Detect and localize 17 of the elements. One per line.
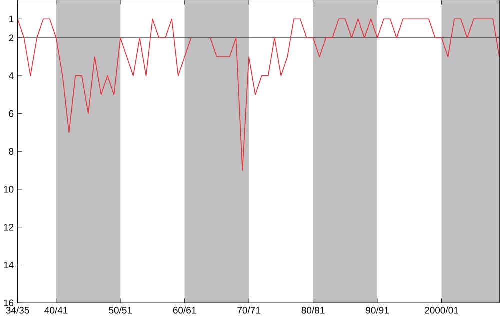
y-tick-label: 14 xyxy=(4,262,14,268)
y-tick-label: 6 xyxy=(9,110,14,118)
y-tick-label: 1 xyxy=(10,16,14,22)
y-tick-label: 2 xyxy=(9,34,14,42)
x-tick-label: 2000/01 xyxy=(425,306,458,314)
x-tick-label: 50/51 xyxy=(109,306,132,314)
y-tick-label: 10 xyxy=(4,186,14,193)
y-tick-label: 16 xyxy=(4,300,14,306)
x-tick-label: 80/81 xyxy=(302,306,325,314)
x-tick-label: 34/35 xyxy=(6,306,30,314)
y-tick-label: 12 xyxy=(4,224,14,231)
y-tick-label: 4 xyxy=(9,72,14,80)
x-tick-label: 40/41 xyxy=(44,306,68,314)
x-tick-label: 60/61 xyxy=(173,306,196,314)
x-tick-label: 70/71 xyxy=(238,306,260,314)
x-tick-label: 90/91 xyxy=(366,306,389,314)
y-tick-label: 8 xyxy=(9,148,14,155)
